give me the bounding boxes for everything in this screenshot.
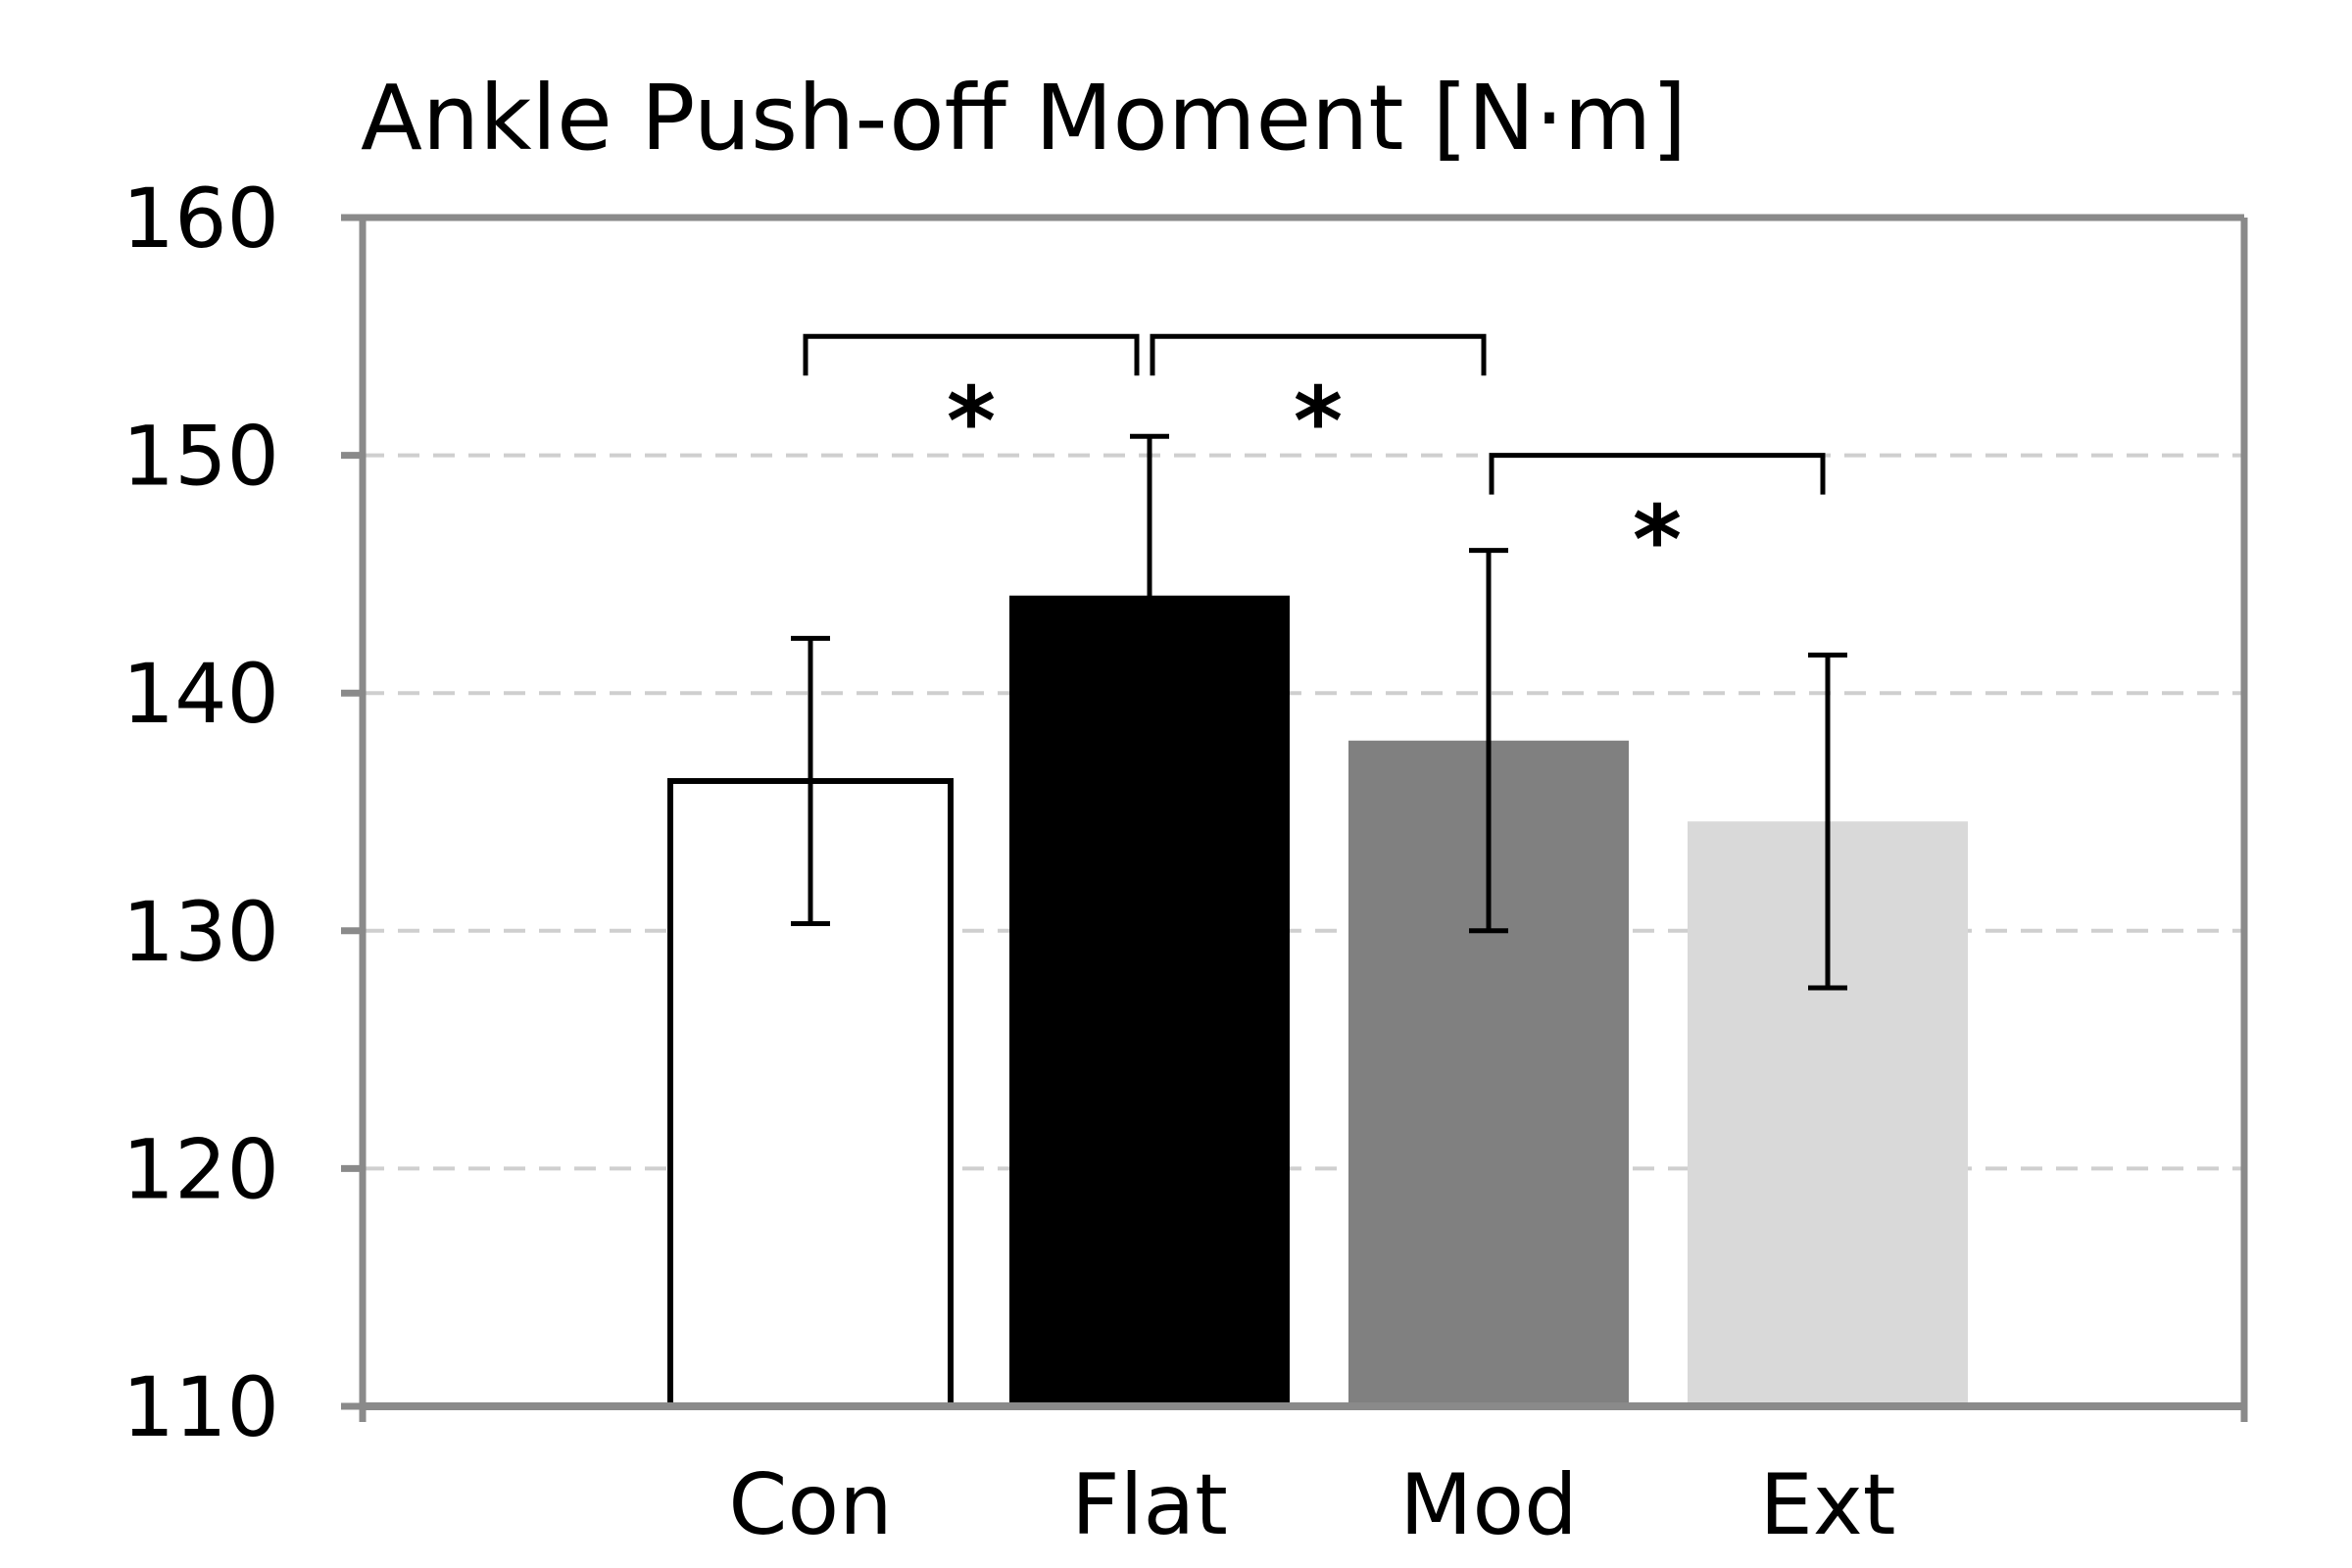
- bracket-line: [803, 333, 1140, 376]
- x-tick-label-con: Con: [728, 1456, 892, 1554]
- significance-bracket: *: [803, 333, 1140, 476]
- y-tick-label: 120: [122, 1121, 279, 1217]
- x-tick-label-flat: Flat: [1071, 1456, 1228, 1554]
- y-tick-label: 130: [122, 884, 279, 980]
- significance-label: *: [1633, 486, 1682, 596]
- y-tick-label: 140: [122, 646, 279, 742]
- x-tick-label-mod: Mod: [1399, 1456, 1577, 1554]
- y-tick-label: 160: [122, 171, 279, 267]
- bracket-line: [1489, 453, 1826, 495]
- bracket-line: [1150, 333, 1487, 376]
- significance-bracket: *: [1150, 333, 1487, 476]
- axes: 110 120 130 140 150 160 Con Flat Mod Ext: [122, 171, 2248, 1554]
- error-bar-con: [791, 635, 830, 927]
- error-bar-ext: [1808, 652, 1847, 991]
- y-tick-label: 110: [122, 1359, 279, 1455]
- y-tick-label: 150: [122, 409, 279, 505]
- significance-label: *: [947, 367, 996, 476]
- error-bar-flat: [1130, 433, 1169, 758]
- bars: [667, 433, 1968, 1409]
- chart-title: Ankle Push-off Moment [N·m]: [361, 66, 1687, 171]
- significance-label: *: [1294, 367, 1343, 476]
- x-tick-label-ext: Ext: [1760, 1456, 1896, 1554]
- significance-bracket: *: [1489, 453, 1826, 596]
- error-bar-mod: [1469, 548, 1508, 934]
- significance-brackets: * * *: [803, 333, 1826, 596]
